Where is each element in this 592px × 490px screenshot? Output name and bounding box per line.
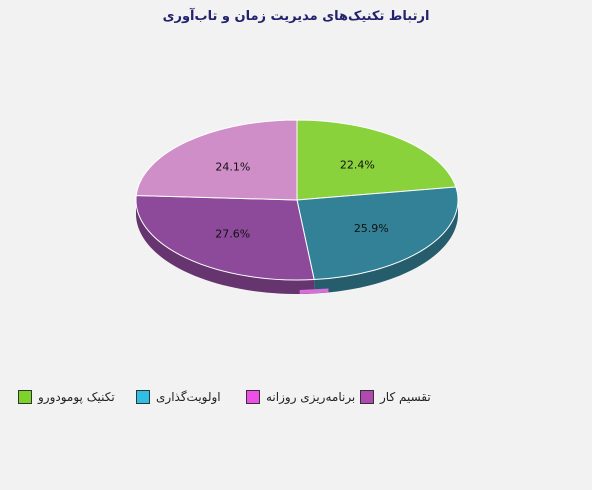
slice-label: 27.6% xyxy=(215,228,250,241)
pie-slice xyxy=(296,119,457,201)
legend-label: برنامه‌ریزی روزانه xyxy=(266,390,356,404)
legend-label: تکنیک پومودورو xyxy=(38,390,115,404)
slice-label: 25.9% xyxy=(354,222,389,235)
pie-slice-side-thin xyxy=(299,288,329,294)
legend-swatch xyxy=(18,390,32,404)
slice-label: 24.1% xyxy=(215,160,250,173)
pie-slice xyxy=(135,194,315,281)
pie-slice xyxy=(296,186,459,281)
pie-slice xyxy=(135,119,298,201)
legend-swatch xyxy=(136,390,150,404)
legend-label: اولویت‌گذاری xyxy=(156,390,221,404)
pie-slice-side xyxy=(136,200,315,294)
legend-swatch xyxy=(246,390,260,404)
pie-slice-side xyxy=(314,200,458,294)
chart-legend: تکنیک پومودورو اولویت‌گذاری برنامه‌ریزی … xyxy=(18,388,438,410)
slice-label: 22.4% xyxy=(340,159,375,172)
legend-swatch xyxy=(360,390,374,404)
legend-label: تقسیم کار xyxy=(380,390,431,404)
chart-title: ارتباط تکنیک‌های مدیریت زمان و تاب‌آوری xyxy=(162,9,430,24)
